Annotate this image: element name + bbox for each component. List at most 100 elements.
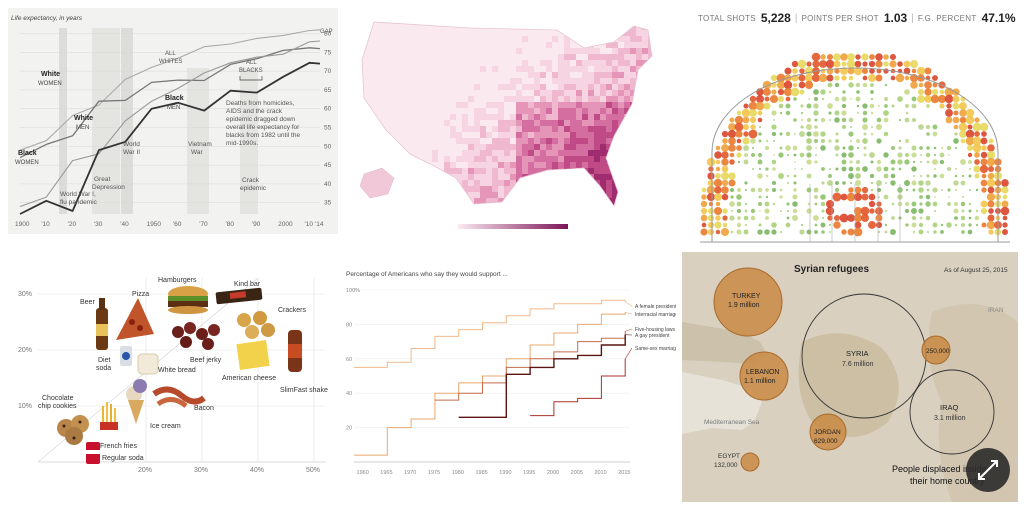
county-cell: [642, 174, 649, 181]
county-cell: [444, 168, 451, 175]
county-cell: [390, 84, 397, 91]
county-cell: [534, 144, 541, 151]
county-cell: [498, 24, 505, 31]
county-cell: [504, 180, 511, 187]
shot-dot: [826, 74, 834, 82]
county-cell: [362, 126, 367, 133]
county-cell: [426, 198, 433, 205]
county-cell: [540, 48, 547, 55]
county-cell: [636, 204, 643, 206]
county-cell: [432, 138, 439, 145]
county-cell: [654, 204, 660, 210]
x-tick-50: 50%: [306, 467, 320, 474]
county-cell: [594, 54, 601, 61]
shot-dot: [965, 136, 975, 146]
county-cell: [630, 198, 637, 205]
county-cell: [396, 66, 403, 73]
county-cell: [492, 24, 499, 31]
shot-dot: [919, 146, 923, 150]
shot-dot: [743, 215, 749, 221]
county-cell: [498, 96, 505, 103]
county-cell: [408, 96, 415, 103]
county-cell: [492, 126, 499, 133]
shot-dot: [841, 103, 847, 109]
county-cell: [432, 90, 439, 97]
county-cell: [618, 210, 624, 216]
county-cell: [552, 120, 559, 127]
county-cell: [570, 198, 577, 205]
shot-dot: [814, 118, 818, 122]
county-cell: [624, 102, 631, 109]
county-cell: [486, 180, 493, 187]
county-cell: [654, 126, 660, 132]
county-cell: [366, 66, 373, 73]
county-cell: [588, 22, 595, 25]
county-cell: [570, 102, 577, 109]
shot-dot: [842, 90, 846, 94]
county-cell: [402, 72, 409, 79]
county-cell: [402, 84, 409, 91]
county-cell: [444, 138, 451, 145]
shot-dot: [804, 80, 814, 90]
county-cell: [618, 48, 625, 55]
county-cell: [600, 156, 607, 163]
county-cell: [576, 204, 583, 206]
county-cell: [522, 78, 529, 85]
county-cell: [516, 132, 523, 139]
county-cell: [362, 192, 367, 199]
shot-dot: [968, 167, 972, 171]
shot-dot: [891, 167, 895, 171]
county-cell: [546, 54, 553, 61]
shot-dot: [771, 222, 777, 228]
county-cell: [552, 72, 559, 79]
shot-dot: [952, 95, 960, 103]
county-cell: [444, 198, 451, 205]
shot-dot: [813, 131, 819, 137]
county-cell: [462, 126, 469, 133]
county-cell: [396, 108, 403, 115]
iraq-circle: [909, 369, 995, 455]
ice-cream-icon: [126, 379, 147, 424]
county-cell: [600, 96, 607, 103]
shot-dot: [841, 117, 847, 123]
divider: |: [794, 12, 798, 24]
county-cell: [402, 30, 409, 37]
county-cell: [504, 48, 511, 55]
county-cell: [594, 108, 601, 115]
county-cell: [486, 150, 493, 157]
shot-dot: [953, 110, 959, 116]
county-cell: [624, 90, 631, 97]
county-cell: [438, 60, 445, 67]
shot-dot: [876, 159, 882, 165]
county-cell: [612, 108, 619, 115]
expand-icon[interactable]: [966, 448, 1010, 492]
county-cell: [546, 210, 552, 216]
county-cell: [624, 36, 631, 43]
county-cell: [438, 198, 445, 205]
county-cell: [378, 30, 385, 37]
county-cell: [522, 60, 529, 67]
county-cell: [444, 36, 451, 43]
county-cell: [594, 60, 601, 67]
life-x-tick: 1950: [147, 221, 162, 228]
county-cell: [474, 108, 481, 115]
shot-dot: [820, 117, 826, 123]
shot-dot: [948, 196, 950, 198]
shot-dot: [798, 81, 806, 89]
county-cell: [648, 24, 652, 31]
shot-dot: [744, 181, 748, 185]
county-cell: [546, 78, 553, 85]
county-cell: [456, 156, 463, 163]
county-cell: [378, 126, 385, 133]
county-cell: [558, 102, 565, 109]
county-cell: [516, 168, 523, 175]
county-cell: [444, 54, 451, 61]
county-cell: [654, 72, 660, 78]
county-cell: [564, 126, 571, 133]
county-cell: [414, 126, 421, 133]
county-cell: [510, 114, 517, 121]
shot-dot: [841, 159, 847, 165]
county-cell: [534, 36, 541, 43]
turkey-circle: [713, 267, 783, 337]
county-cell: [390, 150, 397, 157]
